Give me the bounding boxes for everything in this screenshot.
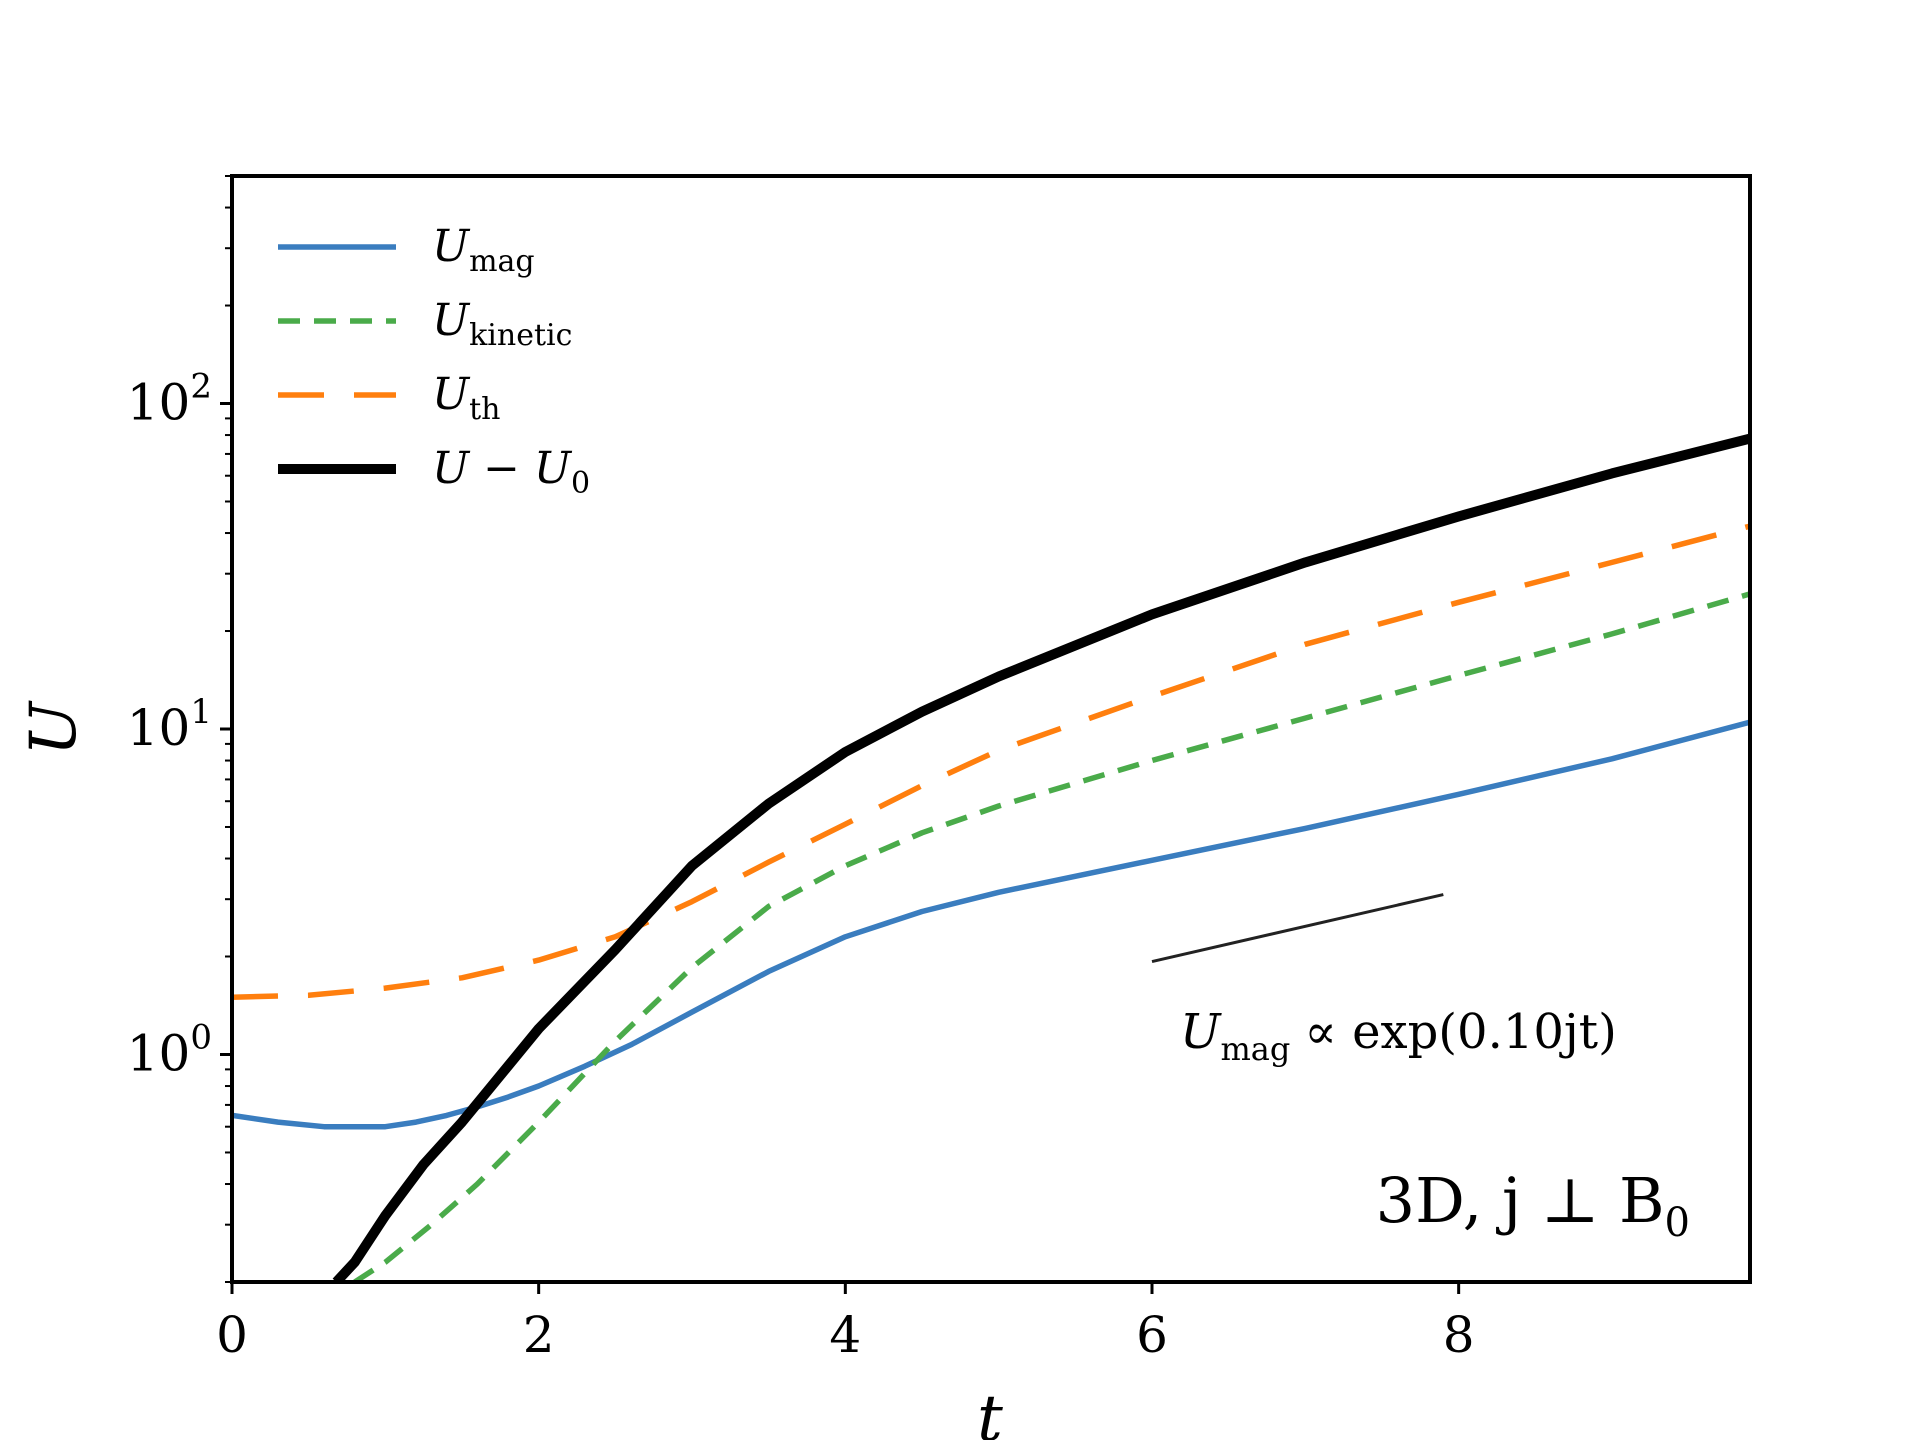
reference-line <box>1151 893 1444 964</box>
case-annotation-sub: 0 <box>1665 1200 1690 1246</box>
scaling-annotation: Umag ∝ exp(0.10jt) <box>1180 1004 1617 1068</box>
scaling-annotation-rest: ∝ exp(0.10jt) <box>1304 1004 1616 1060</box>
legend-label-u-u0: U − U0 <box>432 443 590 501</box>
x-tick-label: 2 <box>523 1306 555 1364</box>
axis-tick-labels: 0 2 4 6 8 100 101 102 <box>127 367 1475 1364</box>
y-tick-label: 102 <box>127 367 212 432</box>
x-tick-label: 6 <box>1136 1306 1168 1364</box>
legend: Umag Ukinetic Uth U − U0 <box>278 221 590 501</box>
legend-label-u-th: Uth <box>432 369 500 427</box>
y-axis-label: U <box>17 700 91 756</box>
series-line-u-u0 <box>332 433 1750 1282</box>
case-annotation: 3D, j ⊥ B0 <box>1376 1164 1690 1246</box>
x-tick-label: 0 <box>216 1306 248 1364</box>
series-layer <box>232 433 1750 1282</box>
case-annotation-text: 3D, j ⊥ B <box>1376 1164 1665 1237</box>
x-tick-label: 4 <box>829 1306 861 1364</box>
series-line-u-mag <box>232 719 1750 1130</box>
scaling-annotation-sub: mag <box>1220 1030 1290 1068</box>
series-line-u-th <box>232 523 1750 1000</box>
legend-label-u-kinetic: Ukinetic <box>432 295 572 353</box>
legend-label-u-mag: Umag <box>432 221 535 279</box>
scaling-annotation-main: U <box>1180 1004 1222 1060</box>
reference-line-group <box>1151 893 1444 964</box>
x-tick-label: 8 <box>1443 1306 1475 1364</box>
y-tick-label: 101 <box>127 692 212 757</box>
series-line-u-kinetic <box>353 591 1750 1282</box>
y-tick-label: 100 <box>127 1017 212 1082</box>
axis-ticks <box>220 175 1461 1294</box>
x-axis-label: t <box>977 1382 1003 1440</box>
